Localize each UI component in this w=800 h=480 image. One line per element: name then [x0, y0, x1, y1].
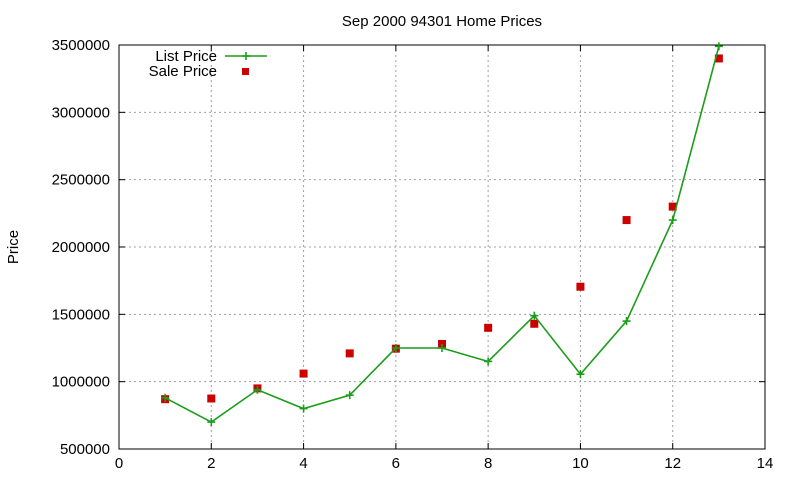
x-tick-label: 4 — [299, 455, 307, 472]
sale-price-point — [622, 216, 631, 225]
y-tick-label: 500000 — [60, 441, 110, 458]
y-tick-label: 1000000 — [52, 374, 110, 391]
list-price-point — [622, 317, 631, 326]
legend-marker-sale-price — [242, 68, 249, 75]
y-tick-label: 2000000 — [52, 239, 110, 256]
list-price-point — [161, 393, 170, 402]
y-tick-label: 1500000 — [52, 306, 110, 323]
sale-price-point — [484, 323, 493, 332]
list-price-point — [207, 418, 216, 427]
sale-price-point — [299, 369, 308, 378]
legend-plus — [242, 52, 250, 60]
sale-price-point — [207, 394, 216, 403]
legend-marker-list-price — [242, 52, 250, 60]
sale-price-point — [438, 339, 446, 348]
x-tick-label: 10 — [572, 455, 589, 472]
list-price-point — [299, 404, 308, 413]
x-tick-label: 14 — [757, 455, 774, 472]
legend-label-list-price: List Price — [155, 48, 217, 65]
list-price-point — [391, 344, 400, 352]
legend: List Price Sale Price — [149, 48, 267, 80]
x-tick-label: 2 — [207, 455, 215, 472]
x-tick-label: 0 — [115, 455, 123, 472]
y-axis-label: Price — [5, 230, 22, 264]
sale-price-point — [668, 202, 677, 211]
series-layer — [161, 42, 723, 427]
list-price-point — [345, 391, 354, 400]
x-tick-label: 12 — [664, 455, 681, 472]
list-price-line — [164, 46, 720, 424]
chart-title: Sep 2000 94301 Home Prices — [342, 13, 542, 30]
y-tick-label: 3000000 — [52, 104, 110, 121]
sale-price-point — [530, 319, 539, 328]
x-tick-label: 6 — [392, 455, 400, 472]
y-tick-label: 2500000 — [52, 172, 110, 189]
axis-ticks: 0 2 4 6 8 10 12 14 500000 1000000 1500000 2000000 25… — [52, 37, 774, 472]
x-tick-label: 8 — [484, 455, 492, 472]
legend-label-sale-price: Sale Price — [149, 63, 217, 80]
sale-price-point — [714, 54, 723, 63]
sale-price-point — [576, 282, 585, 291]
list-price-point — [253, 385, 262, 394]
list-price-point — [714, 42, 723, 51]
sale-price-point — [345, 349, 354, 358]
list-price-point — [484, 357, 493, 366]
list-price-point — [668, 216, 677, 225]
list-price-point — [576, 370, 585, 379]
grid — [119, 45, 765, 449]
list-price-point — [438, 344, 446, 352]
y-tick-label: 3500000 — [52, 37, 110, 54]
list-price-point — [530, 311, 539, 320]
